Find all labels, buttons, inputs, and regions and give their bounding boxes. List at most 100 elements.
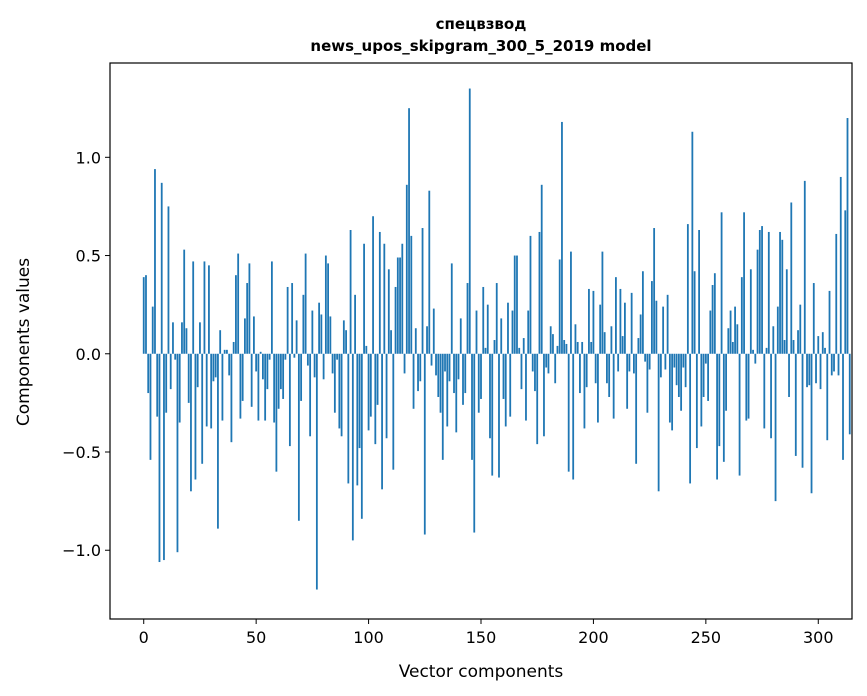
bar [385,353,388,439]
bar [250,353,253,407]
bar [167,206,170,354]
bar [435,353,437,376]
bar [563,340,566,354]
bar [342,320,345,354]
bar [477,353,480,413]
bar [369,353,372,417]
x-tick-label: 150 [466,628,497,647]
bar [444,353,446,372]
y-tick-label: 1.0 [76,148,101,167]
bar [653,228,656,354]
bar [336,353,338,360]
bar [495,283,498,354]
bar [516,255,518,354]
bar [302,294,305,354]
bar [556,345,559,354]
bar [482,286,485,354]
bar [579,353,581,394]
bar [540,184,543,354]
bar [466,283,469,354]
bar [758,230,761,354]
bar [257,353,260,421]
bar [468,88,471,354]
bar [158,353,161,563]
bar [390,330,392,354]
bar [581,341,584,354]
x-tick-label: 250 [691,628,722,647]
bar [727,328,730,354]
x-tick-label: 100 [353,628,384,647]
bar [527,310,530,354]
bar [205,353,208,427]
bar [194,353,197,480]
bar [493,340,496,354]
bar [644,353,647,362]
bar [169,353,172,390]
bar [518,347,521,354]
bar [583,353,586,429]
bar [154,169,156,354]
bar [284,353,287,360]
bar [641,271,644,354]
bar [237,253,240,354]
bar [275,353,278,472]
bar [824,347,826,354]
bar [187,353,190,403]
bar [414,328,417,354]
bar [545,353,548,368]
bar [367,353,370,431]
bar [295,320,298,354]
bar [358,353,361,449]
bar [176,353,179,553]
bar [199,322,201,354]
bar [588,288,590,354]
bar [333,353,336,413]
bar [228,353,231,376]
bar [329,316,332,354]
bar [561,121,563,354]
bar [241,353,244,401]
bar [262,353,264,380]
bar [848,353,851,435]
bar [792,340,795,354]
bar [812,283,815,354]
bar [624,302,626,354]
bar [722,353,725,462]
bar [489,353,491,439]
bar [408,108,410,354]
bar [315,353,318,590]
bar [239,353,242,419]
bar [552,334,554,354]
bar [536,353,539,445]
bar [151,306,154,354]
bar [212,353,215,382]
y-tick-label: 0.5 [76,247,101,266]
bar [720,212,723,354]
bar [500,318,503,354]
bar-series [142,88,851,590]
bar [547,353,550,374]
x-tick-label: 300 [803,628,834,647]
bar [270,261,273,354]
bar [844,210,847,354]
bar [142,277,145,354]
bar [673,353,676,368]
bar [502,353,505,399]
bar [381,353,383,490]
bar [217,353,219,529]
bar [772,326,775,354]
bar [657,353,660,492]
bar [459,318,462,354]
bar [830,353,833,376]
bar [311,310,314,354]
bar [190,353,192,492]
bar [767,231,770,354]
bar [255,353,258,372]
bar [779,231,781,354]
bar [702,353,705,397]
bar [498,353,500,478]
bar [612,353,615,419]
bar [747,353,750,419]
bar [630,292,633,354]
bar [797,330,799,354]
